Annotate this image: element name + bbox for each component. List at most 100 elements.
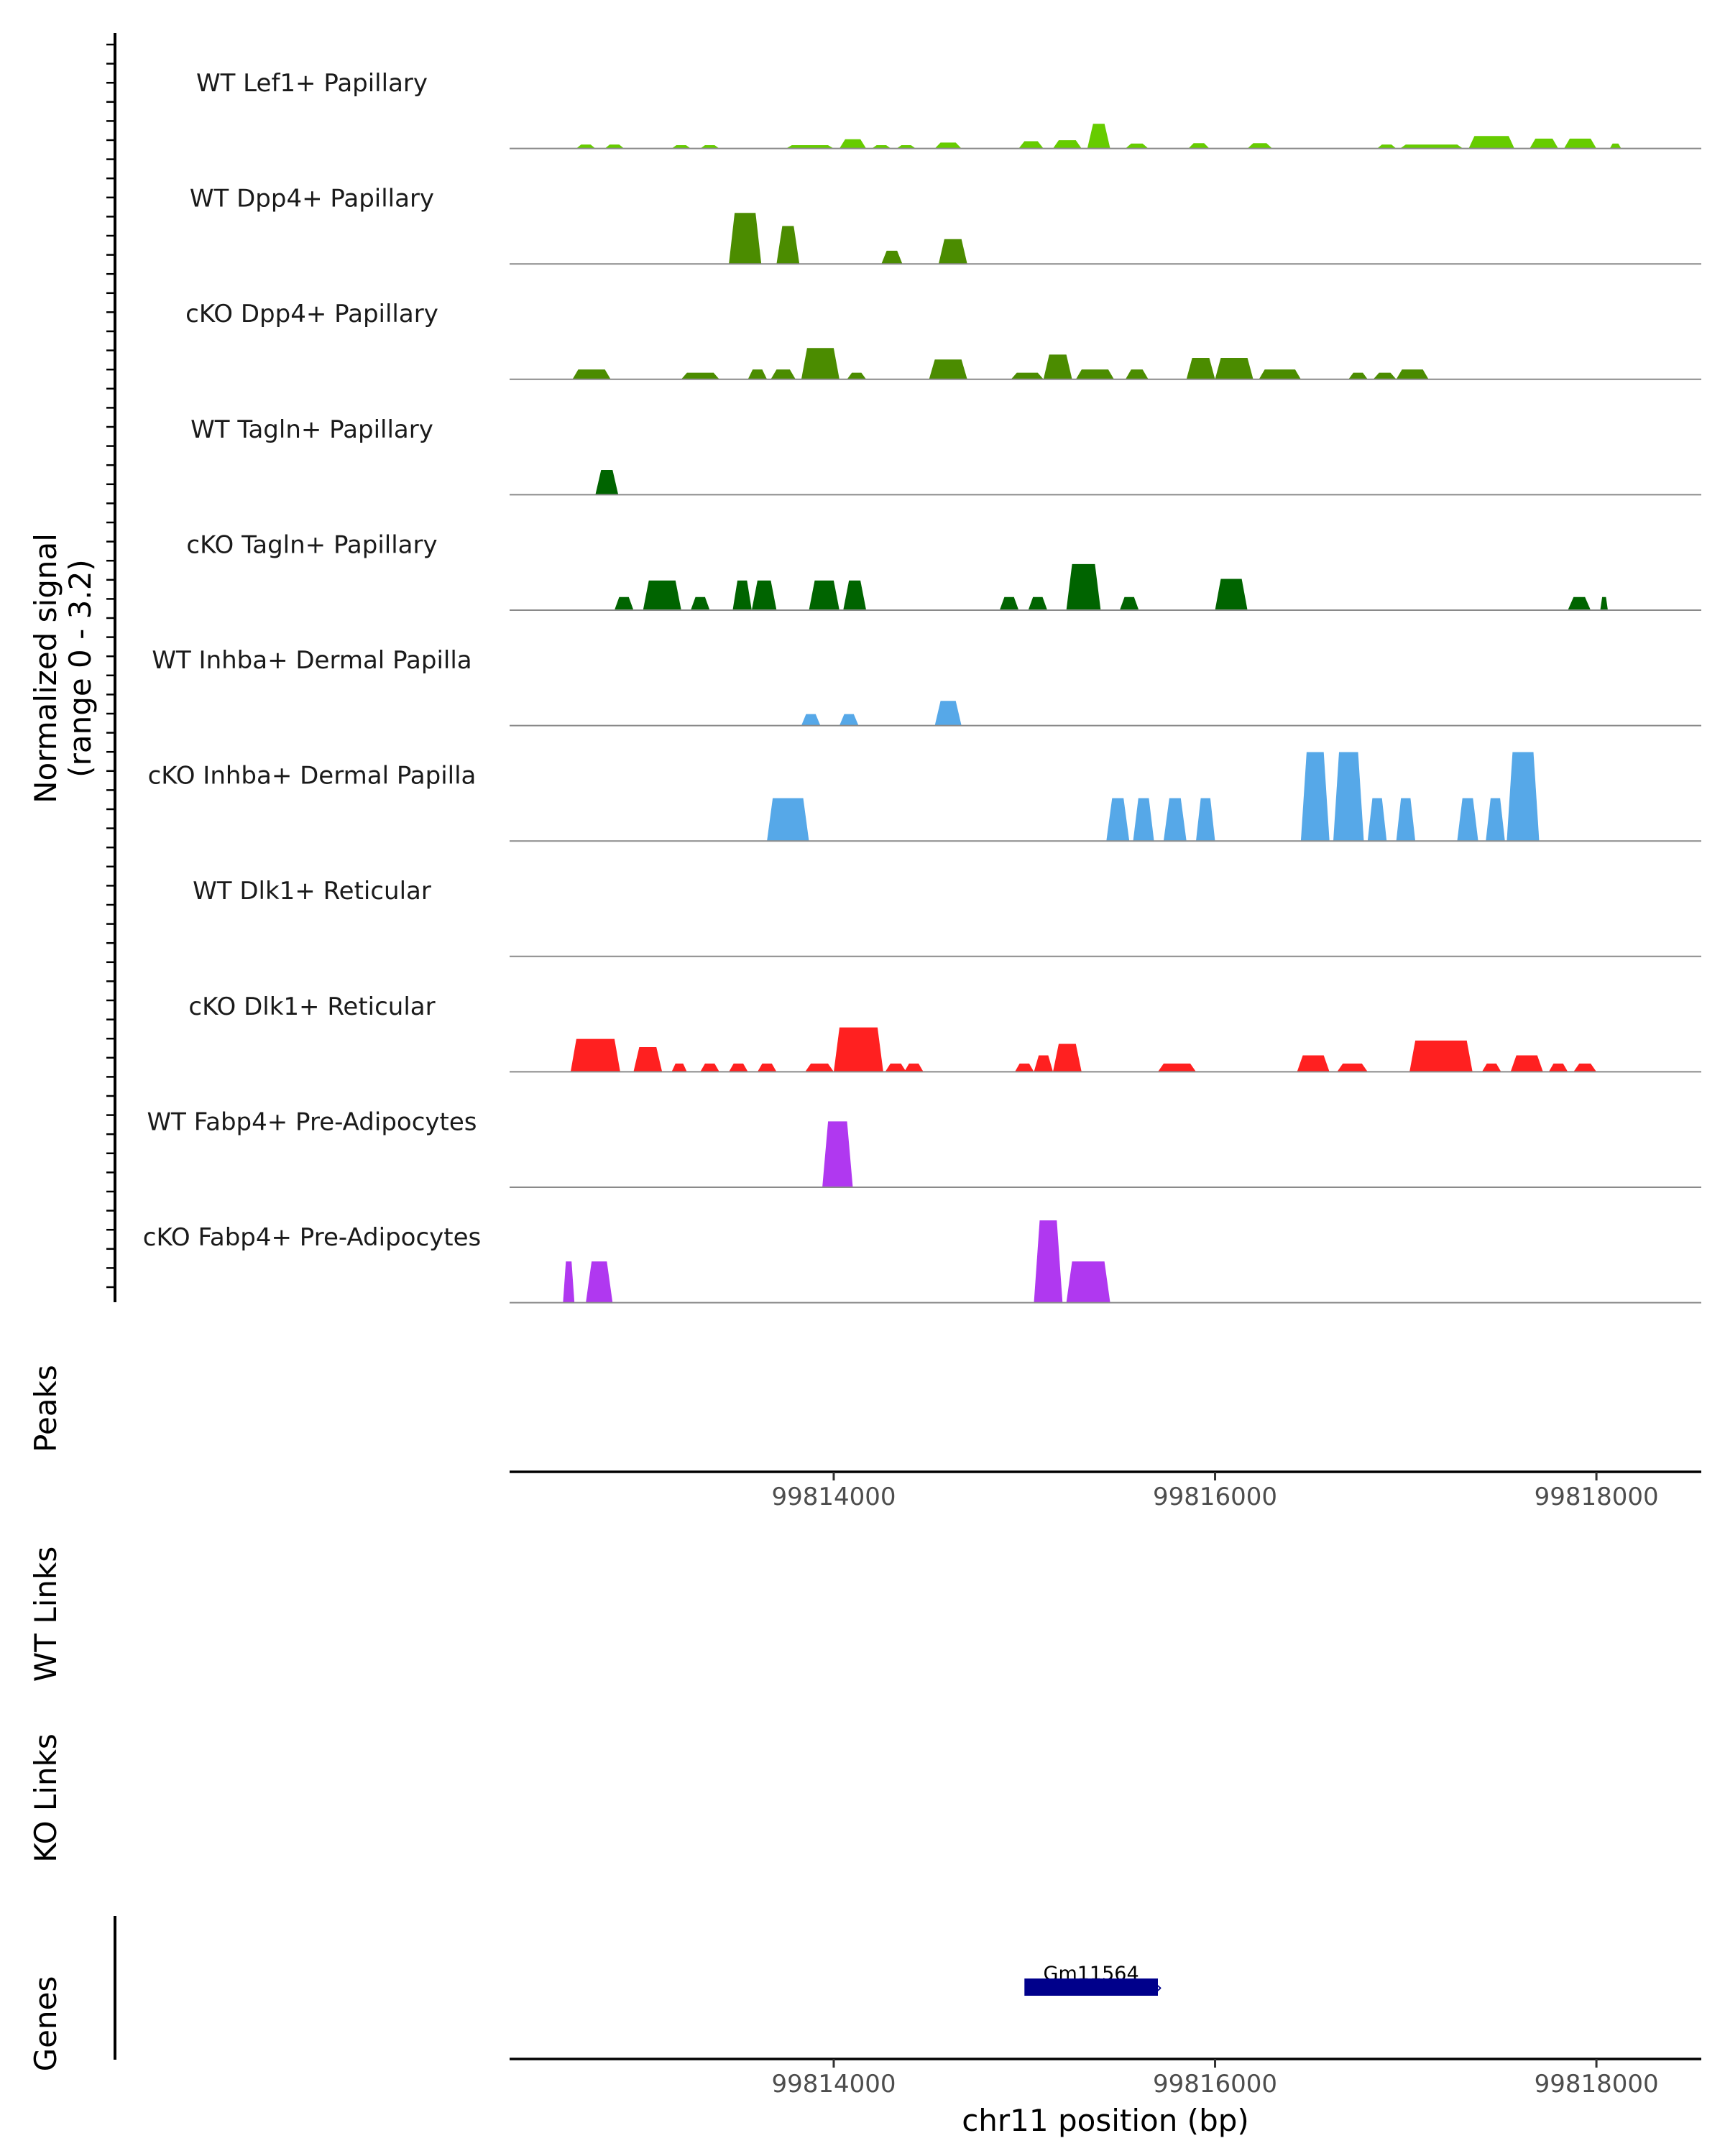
track-wt-lef1-papillary: WT Lef1+ Papillary <box>196 69 1701 149</box>
coverage-peak <box>633 1047 663 1072</box>
gene-body-gm11564 <box>1024 1978 1158 1996</box>
coverage-peak <box>1133 798 1154 842</box>
coverage-peak <box>934 142 962 149</box>
coverage-peak <box>1548 1063 1568 1072</box>
coverage-peak <box>1300 752 1330 842</box>
x-tick-label: 99818000 <box>1535 1483 1659 1511</box>
coverage-peak <box>881 250 903 264</box>
coverage-peak <box>872 145 891 149</box>
coverage-peak <box>1468 136 1514 149</box>
coverage-peak <box>572 369 611 379</box>
coverage-peak <box>767 798 809 842</box>
x-axis-title: chr11 position (bp) <box>962 2103 1249 2138</box>
coverage-peak <box>1066 1261 1110 1303</box>
coverage-peak <box>1028 596 1048 610</box>
coverage-peak <box>1186 358 1215 379</box>
coverage-peak <box>586 1261 613 1303</box>
coverage-peak <box>1367 798 1387 842</box>
coverage-peak <box>757 1063 777 1072</box>
track-label: WT Inhba+ Dermal Papilla <box>152 646 472 675</box>
coverage-peak <box>776 226 800 264</box>
coverage-peak <box>671 145 691 149</box>
coverage-peak <box>1297 1055 1330 1072</box>
coverage-peak <box>1486 798 1505 842</box>
ko-links-track-title: KO Links <box>28 1733 63 1863</box>
coverage-peak <box>1259 369 1301 379</box>
coverage-peak <box>576 144 596 149</box>
coverage-peak <box>1506 752 1540 842</box>
coverage-peak <box>839 139 867 149</box>
coverage-peak <box>643 580 681 610</box>
coverage-peak <box>681 372 719 379</box>
coverage-peak <box>1333 752 1364 842</box>
coverage-peak <box>1075 369 1114 379</box>
track-label: WT Fabp4+ Pre-Adipocytes <box>147 1107 477 1136</box>
coverage-peak <box>843 580 867 610</box>
coverage-peak <box>671 1063 687 1072</box>
coverage-peak <box>1066 563 1101 610</box>
coverage-peak <box>563 1261 575 1303</box>
track-wt-dlk1-reticular: WT Dlk1+ Reticular <box>193 877 1701 957</box>
coverage-peak <box>1018 141 1044 149</box>
coverage-peak <box>1015 1063 1034 1072</box>
coverage-peak <box>729 213 762 264</box>
coverage-peak <box>1337 1063 1368 1072</box>
x-tick-label: 99814000 <box>771 1483 896 1511</box>
coverage-peak <box>809 580 840 610</box>
coverage-peak <box>751 580 777 610</box>
track-cko-inhba-dermal-papilla: cKO Inhba+ Dermal Papilla <box>148 752 1701 842</box>
coverage-peak <box>999 596 1019 610</box>
coverage-peak <box>770 369 796 379</box>
track-label: WT Lef1+ Papillary <box>196 69 428 98</box>
coverage-peak <box>729 1063 748 1072</box>
coverage-peak <box>801 714 821 726</box>
coverage-peak <box>1377 144 1397 149</box>
coverage-peak <box>1564 138 1597 149</box>
coverage-peak <box>1573 1063 1597 1072</box>
track-cko-tagln-papillary: cKO Tagln+ Papillary <box>186 530 1701 611</box>
coverage-peak <box>805 1063 834 1072</box>
coverage-peak <box>904 1063 924 1072</box>
coverage-peak <box>801 348 840 379</box>
coverage-peak <box>929 359 967 379</box>
gene-strand-arrow-icon: › <box>1155 1977 1162 1999</box>
coverage-peak <box>1188 143 1210 149</box>
genes-track-title: Genes <box>28 1976 63 2072</box>
coverage-peak <box>1373 372 1397 379</box>
coverage-peak <box>1457 798 1478 842</box>
coverage-peak <box>885 1063 906 1072</box>
coverage-peak <box>614 596 634 610</box>
track-label: cKO Dpp4+ Papillary <box>185 300 438 328</box>
coverage-peak <box>1247 143 1273 149</box>
bottom-x-axis-ticks: 99814000 99816000 99818000 <box>771 2059 1659 2099</box>
coverage-peak <box>732 580 752 610</box>
coverage-peak <box>1196 798 1215 842</box>
coverage-peak <box>1043 354 1072 379</box>
coverage-peak <box>1034 1220 1063 1303</box>
peaks-track-title: Peaks <box>28 1365 63 1452</box>
coverage-peak <box>570 1038 620 1072</box>
coverage-peak <box>896 145 916 149</box>
track-wt-inhba-dermal-papilla: WT Inhba+ Dermal Papilla <box>152 646 1701 727</box>
coverage-peak <box>1481 1063 1501 1072</box>
coverage-peak <box>748 369 768 379</box>
coverage-peak <box>1053 1044 1082 1072</box>
coverage-peak <box>1053 140 1082 149</box>
coverage-peak <box>1510 1055 1543 1072</box>
coverage-peak <box>1348 372 1368 379</box>
coverage-peak <box>1215 358 1254 379</box>
coverage-peak <box>700 1063 719 1072</box>
track-label: cKO Tagln+ Papillary <box>186 530 437 559</box>
track-label: cKO Inhba+ Dermal Papilla <box>148 762 477 791</box>
coverage-peak <box>1215 579 1248 610</box>
coverage-peak <box>1530 138 1558 149</box>
coverage-peak <box>934 701 962 726</box>
coverage-peak <box>1119 596 1139 610</box>
track-label: WT Tagln+ Papillary <box>190 415 433 444</box>
coverage-peak <box>1609 143 1622 149</box>
signal-axis-ticks <box>106 43 115 1289</box>
coverage-peak <box>1396 798 1416 842</box>
coverage-peak <box>691 596 710 610</box>
coverage-peak <box>786 145 834 149</box>
coverage-peak <box>1396 369 1429 379</box>
